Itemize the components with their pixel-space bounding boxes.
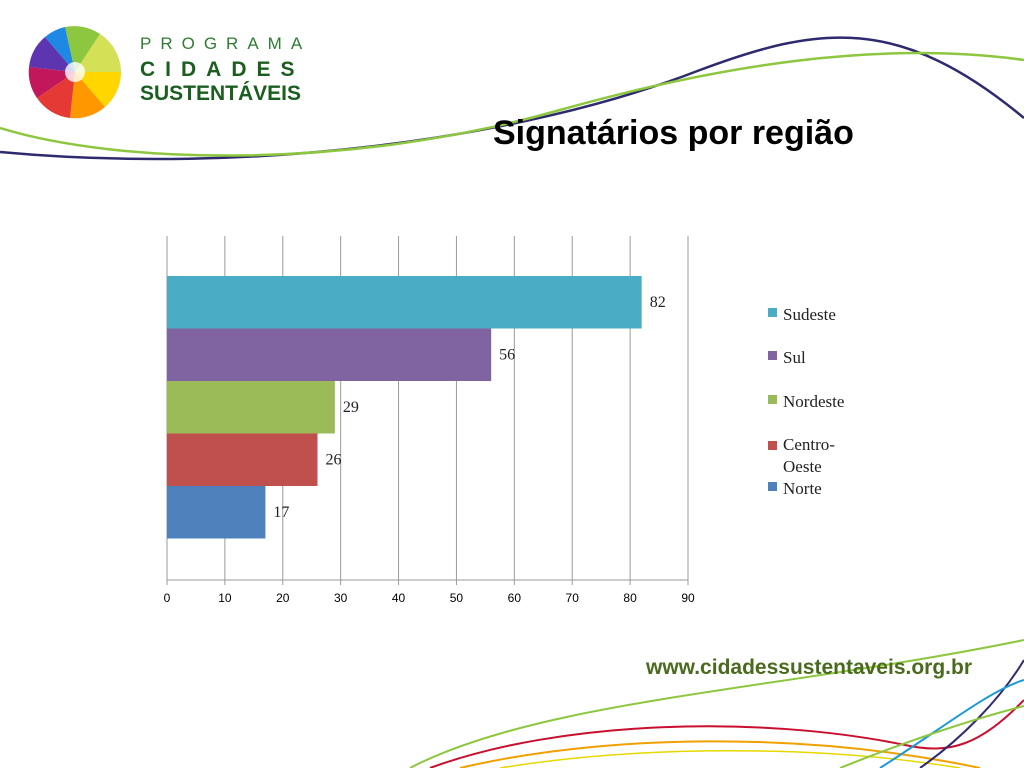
legend-label: Sul bbox=[783, 348, 806, 367]
x-tick-label: 20 bbox=[276, 591, 290, 605]
legend-swatch bbox=[768, 441, 777, 450]
x-tick-label: 50 bbox=[450, 591, 464, 605]
logo-line-3: SUSTENTÁVEIS bbox=[140, 82, 302, 105]
legend-item-sul: Sul bbox=[768, 347, 853, 369]
legend-label: Nordeste bbox=[783, 392, 845, 411]
legend-swatch bbox=[768, 308, 777, 317]
green-swoosh-bottom bbox=[409, 639, 1024, 768]
legend-swatch bbox=[768, 395, 777, 404]
green-swoosh-bottom-2 bbox=[839, 705, 1024, 768]
x-tick-label: 60 bbox=[508, 591, 522, 605]
x-tick-label: 30 bbox=[334, 591, 348, 605]
legend-item-sudeste: Sudeste bbox=[768, 304, 853, 326]
orange-swoosh-bottom bbox=[459, 740, 981, 768]
bar-norte bbox=[167, 486, 266, 539]
x-tick-label: 70 bbox=[566, 591, 580, 605]
data-label-centro-oeste: 26 bbox=[326, 452, 342, 469]
legend-swatch bbox=[768, 351, 777, 360]
legend-item-centro-oeste: Centro-Oeste bbox=[768, 434, 853, 478]
legend-item-nordeste: Nordeste bbox=[768, 391, 853, 413]
bar-sul bbox=[167, 328, 492, 381]
legend-label: Centro-Oeste bbox=[783, 435, 835, 476]
legend-label: Sudeste bbox=[783, 305, 836, 324]
data-label-norte: 17 bbox=[273, 504, 289, 521]
website-url: www.cidadessustentaveis.org.br bbox=[646, 656, 972, 679]
x-tick-label: 80 bbox=[623, 591, 637, 605]
green-swoosh-top bbox=[0, 51, 1024, 157]
legend-label: Norte bbox=[783, 479, 822, 498]
x-tick-label: 40 bbox=[392, 591, 406, 605]
program-logo: PROGRAMA CIDADES SUSTENTÁVEIS bbox=[140, 34, 311, 106]
bar-centro-oeste bbox=[167, 433, 318, 486]
logo-line-1: PROGRAMA bbox=[140, 34, 312, 53]
data-label-sul: 56 bbox=[499, 347, 515, 364]
logo-line-2: CIDADES bbox=[140, 58, 305, 81]
x-tick-label: 90 bbox=[681, 591, 695, 605]
bar-sudeste bbox=[167, 276, 642, 329]
data-label-nordeste: 29 bbox=[343, 399, 359, 416]
x-tick-label: 10 bbox=[218, 591, 232, 605]
legend-item-norte: Norte bbox=[768, 478, 853, 500]
red-swoosh-bottom bbox=[429, 699, 1024, 768]
legend-swatch bbox=[768, 482, 777, 491]
colorful-flower-icon bbox=[28, 26, 122, 119]
bar-nordeste bbox=[167, 381, 335, 434]
x-tick-label: 0 bbox=[164, 591, 171, 605]
yellow-swoosh-bottom bbox=[499, 750, 961, 768]
slide-title: Signatários por região bbox=[493, 114, 854, 152]
blue-swoosh-bottom bbox=[879, 679, 1024, 768]
data-label-sudeste: 82 bbox=[650, 294, 666, 311]
